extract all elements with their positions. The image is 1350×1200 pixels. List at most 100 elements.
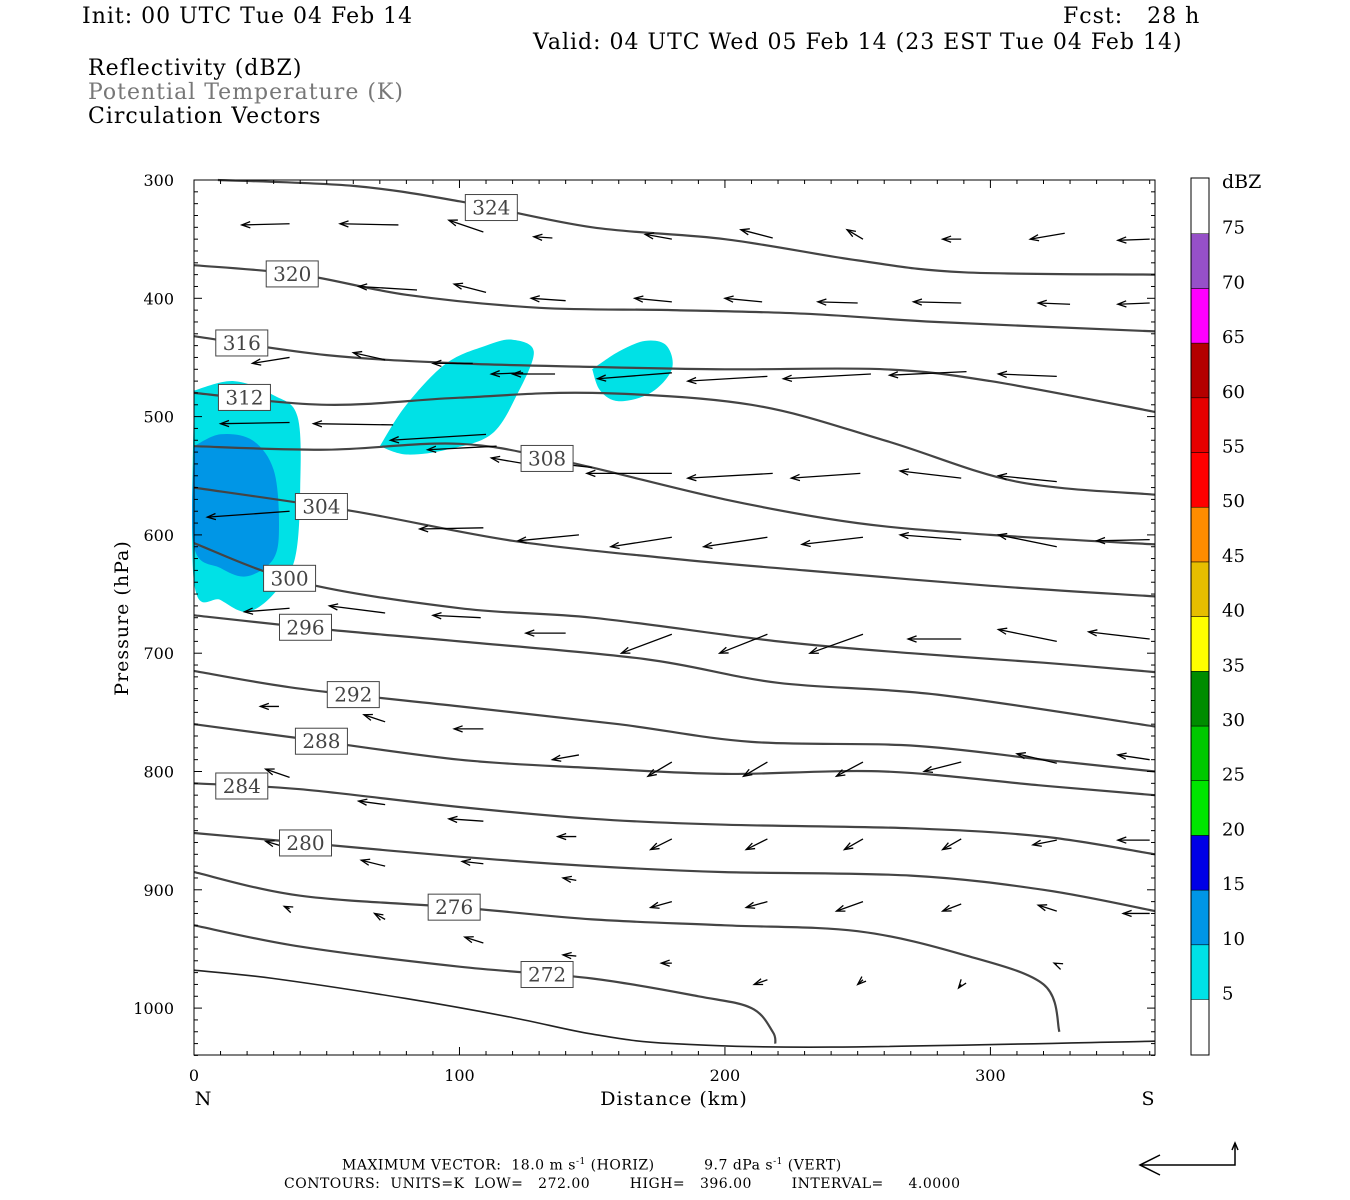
axes-layer: 300 400 500 600 700 800 900 1000 0 100 200 300 N S: [133, 171, 1155, 1110]
circulation-vector: [452, 282, 487, 294]
colorbar-label: 10: [1222, 929, 1245, 950]
circulation-vector: [957, 979, 967, 990]
field-circulation-vectors: Circulation Vectors: [88, 104, 322, 129]
circulation-vector: [561, 875, 577, 884]
circulation-vector: [489, 370, 524, 378]
circulation-vector: [555, 832, 577, 841]
y-tick-label: 400: [143, 289, 174, 308]
circulation-vector: [996, 472, 1057, 483]
y-tick-label: 900: [143, 881, 174, 900]
x-tick-label: 200: [710, 1066, 741, 1085]
field-reflectivity: Reflectivity (dBZ): [88, 56, 303, 81]
circulation-vector: [834, 761, 864, 778]
circulation-vector: [898, 531, 962, 541]
contour-label-box-320: [265, 260, 319, 288]
circulation-vector: [701, 536, 768, 550]
theta-contour-304: [193, 486, 1156, 598]
circulation-vector: [1036, 299, 1071, 308]
contour-label-box-300: [263, 564, 317, 592]
contour-label-284: 284: [223, 774, 261, 798]
circulation-vector: [800, 536, 864, 548]
contour-label-box-304: [294, 493, 348, 521]
circulation-vector: [258, 702, 279, 711]
circulation-vector: [584, 469, 672, 478]
circulation-vector: [911, 298, 962, 306]
y-tick-label: 500: [143, 408, 174, 427]
circulation-vector: [529, 295, 566, 303]
colorbar-label: 65: [1222, 327, 1245, 348]
colorbar-title: dBZ: [1222, 171, 1261, 193]
circulation-vector: [632, 295, 672, 303]
theta-contour-324: [217, 178, 1156, 276]
circulation-vector: [856, 976, 867, 986]
contour-label-layer: 324 320 316 312 308 304 300 296 292 288 284 280 276 2…: [215, 194, 574, 989]
colorbar-label: 30: [1222, 710, 1245, 731]
circulation-vector: [940, 235, 962, 243]
contour-label-box-280: [278, 829, 332, 857]
contour-label-288: 288: [302, 729, 340, 753]
circulation-vector: [1015, 752, 1057, 764]
circulation-vector: [744, 838, 768, 851]
circulation-vector: [1031, 839, 1057, 847]
circulation-vector: [1086, 629, 1150, 640]
circulation-vector: [685, 375, 768, 385]
circulation-vector: [940, 903, 962, 912]
contour-label-304: 304: [302, 495, 340, 519]
circulation-vector: [327, 603, 386, 614]
contour-label-316: 316: [223, 331, 261, 355]
circulation-vector: [462, 936, 484, 944]
circulation-vector: [648, 838, 673, 851]
circulation-vector: [717, 633, 768, 654]
circulation-vector: [359, 858, 386, 867]
circulation-vector: [263, 768, 290, 779]
colorbar-label: 40: [1222, 601, 1245, 622]
contour-label-box-324: [464, 194, 518, 222]
contour-label-box-276: [427, 893, 481, 921]
colorbar-label: 35: [1222, 655, 1245, 676]
colorbar-label: 60: [1222, 382, 1245, 403]
forecast-hour: Fcst: 28 h: [1063, 4, 1201, 29]
circulation-vector: [744, 901, 768, 909]
colorbar-swatch: [1190, 397, 1210, 453]
field-potential-temperature: Potential Temperature (K): [88, 80, 404, 105]
circulation-vector: [351, 350, 386, 361]
circulation-vector: [898, 468, 962, 479]
circulation-vector: [372, 912, 386, 921]
colorbar-swatch: [1190, 616, 1210, 672]
circulation-vector: [250, 356, 290, 366]
circulation-vector: [1115, 236, 1150, 244]
contour-label-box-288: [294, 727, 348, 755]
circulation-vector: [447, 219, 484, 233]
contour-label-312: 312: [225, 385, 263, 409]
footer-max-vector: MAXIMUM VECTOR: 18.0 m s-1 (HORIZ) 9.7 d…: [342, 1157, 842, 1174]
theta-contour-300: [193, 542, 1156, 674]
circulation-vector: [362, 713, 386, 723]
circulation-vector: [887, 370, 967, 379]
circulation-vector: [741, 761, 768, 778]
x-axis-label: Distance (km): [600, 1088, 748, 1110]
circulation-vector: [845, 228, 864, 240]
circulation-vector: [356, 798, 386, 806]
x-tick-label: 0: [189, 1066, 199, 1085]
valid-time: Valid: 04 UTC Wed 05 Feb 14 (23 EST Tue …: [533, 30, 1183, 55]
circulation-vector: [239, 221, 290, 229]
circulation-vector: [808, 633, 864, 654]
surface-line: [193, 969, 1156, 1048]
x-tick-label: 300: [975, 1066, 1006, 1085]
contour-label-box-308: [520, 444, 574, 472]
colorbar-label: 50: [1222, 491, 1245, 512]
circulation-vector: [205, 510, 290, 521]
colorbar-label: 20: [1222, 819, 1245, 840]
circulation-vector: [1036, 904, 1057, 912]
colorbar: dBZ 5 10 15 20 25 30 35 40 45 50 55 60 65 70 75: [1190, 171, 1261, 1056]
theta-contour-312: [193, 391, 1156, 496]
colorbar-label: 5: [1222, 984, 1233, 1005]
circulation-vector: [659, 959, 672, 967]
circulation-vector: [996, 532, 1057, 548]
colorbar-swatch: [1190, 288, 1210, 344]
contour-label-276: 276: [435, 895, 473, 919]
circulation-vector: [996, 370, 1057, 379]
theta-contour-316: [193, 335, 1156, 413]
circulation-vector: [460, 858, 484, 866]
circulation-vector: [648, 901, 673, 909]
